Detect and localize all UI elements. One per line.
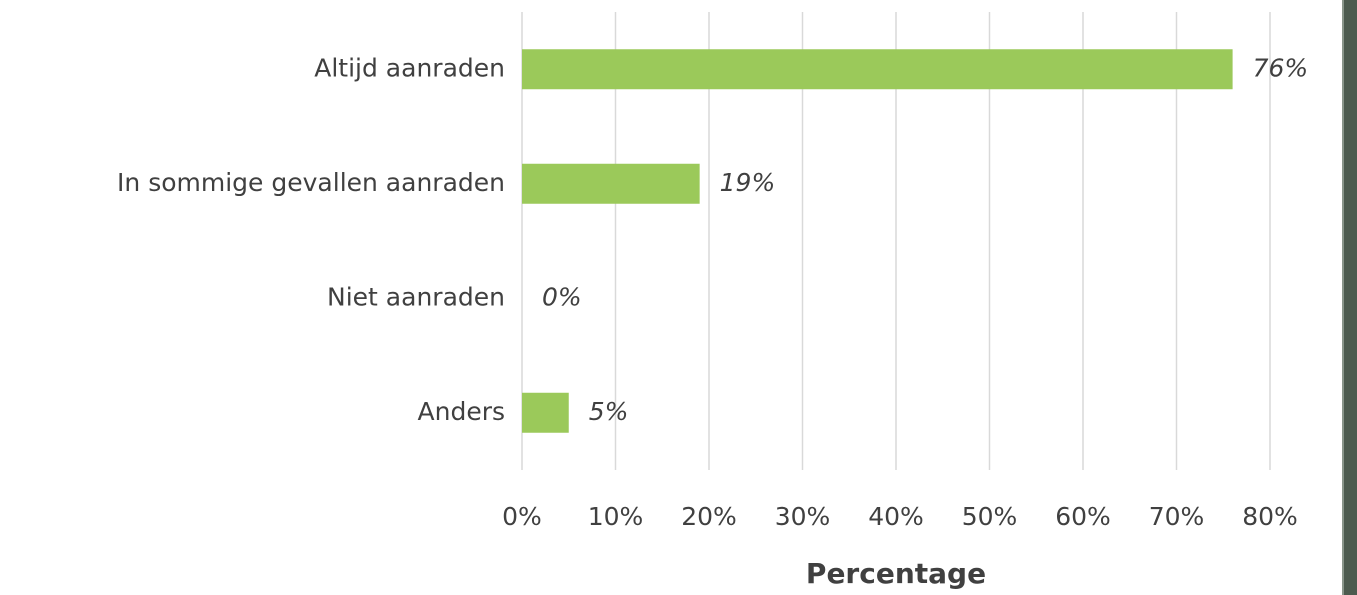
x-tick-label: 10% — [588, 502, 644, 531]
value-label: 5% — [589, 397, 629, 426]
y-tick-label: Altijd aanraden — [314, 53, 505, 82]
y-tick-label: In sommige gevallen aanraden — [117, 168, 505, 197]
bar — [522, 49, 1233, 90]
x-tick-label: 30% — [775, 502, 831, 531]
x-tick-label: 70% — [1149, 502, 1205, 531]
x-tick-label: 50% — [962, 502, 1018, 531]
y-tick-label: Niet aanraden — [327, 282, 505, 311]
value-label: 76% — [1253, 53, 1309, 82]
x-tick-label: 0% — [502, 502, 542, 531]
x-tick-label: 60% — [1055, 502, 1111, 531]
value-label: 0% — [542, 282, 582, 311]
side-strip — [1342, 0, 1357, 595]
y-tick-label: Anders — [418, 397, 506, 426]
bar — [522, 392, 569, 433]
x-axis-title: Percentage — [806, 557, 986, 590]
bar — [522, 163, 700, 204]
x-tick-label: 40% — [868, 502, 924, 531]
x-tick-label: 80% — [1242, 502, 1298, 531]
value-label: 19% — [720, 168, 776, 197]
x-tick-label: 20% — [681, 502, 737, 531]
side-strip-edge — [1342, 0, 1344, 595]
